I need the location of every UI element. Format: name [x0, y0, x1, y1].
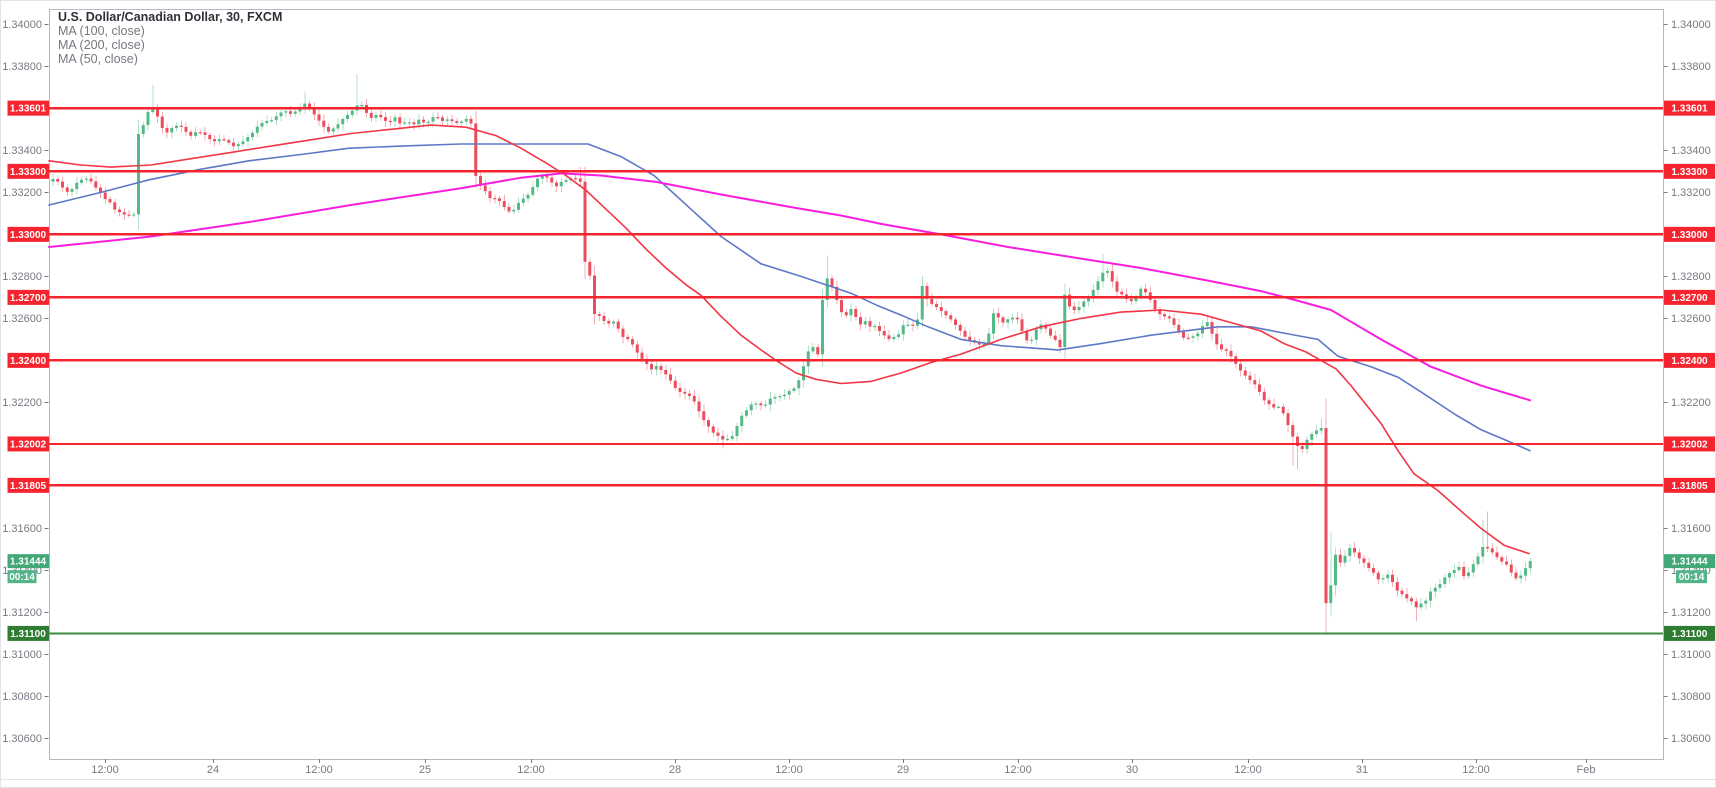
alert-line-red[interactable]: 1.32700 1.32700 [7, 289, 1716, 305]
level-label-left [7, 226, 49, 242]
svg-text:1.33300: 1.33300 [10, 167, 47, 178]
price-axis-label: 1.32600 [1671, 313, 1711, 325]
time-axis-label: 28 [669, 764, 681, 776]
price-axis-label: 1.33200 [1671, 187, 1711, 199]
svg-text:1.32400: 1.32400 [10, 356, 47, 367]
price-axis-label: 1.32600 [2, 313, 42, 325]
level-label-right [1664, 477, 1715, 493]
price-axis-label: 1.31000 [1671, 649, 1711, 661]
level-label-right [1664, 436, 1715, 452]
ma-200-line [48, 172, 1531, 402]
time-axis-label: 24 [207, 764, 219, 776]
svg-text:1.33000: 1.33000 [1671, 230, 1708, 241]
time-axis-label: 12:00 [1462, 764, 1490, 776]
price-axis-right[interactable]: 1.34000 1.33800 1.33400 1.33200 1.32800 1.326… [1663, 19, 1711, 745]
symbol-title[interactable]: U.S. Dollar/Canadian Dollar, 30, FXCM [58, 10, 283, 24]
alert-line-red[interactable]: 1.33300 1.33300 [7, 163, 1716, 179]
level-label-left [7, 625, 49, 641]
indicator-ma-100[interactable]: MA (100, close) [58, 24, 145, 38]
level-label-right [1664, 289, 1715, 305]
price-axis-label: 1.31000 [2, 649, 42, 661]
svg-text:1.31444: 1.31444 [10, 557, 47, 568]
level-label-right [1664, 226, 1715, 242]
candlestick-series [51, 103, 1532, 608]
svg-text:00:14: 00:14 [1679, 572, 1705, 583]
level-label-left [7, 289, 49, 305]
last-price-label: 1.31444 1.31444 [7, 554, 1715, 569]
price-axis-label: 1.32800 [2, 271, 42, 283]
price-axis-label: 1.32800 [1671, 271, 1711, 283]
svg-text:1.31805: 1.31805 [10, 481, 47, 492]
price-axis-label: 1.30800 [2, 691, 42, 703]
svg-text:1.33000: 1.33000 [10, 230, 47, 241]
ma-100-line [48, 143, 1531, 452]
price-axis-label: 1.32200 [2, 397, 42, 409]
chart-legend: U.S. Dollar/Canadian Dollar, 30, FXCM MA… [58, 10, 282, 66]
svg-text:1.33601: 1.33601 [1671, 104, 1708, 115]
price-axis-label: 1.34000 [2, 19, 42, 31]
bar-countdown-label: 00:14 00:14 [7, 570, 1707, 584]
svg-text:1.32400: 1.32400 [1671, 356, 1708, 367]
time-axis-label: 12:00 [91, 764, 119, 776]
svg-text:1.31805: 1.31805 [1671, 481, 1708, 492]
alert-line-red[interactable]: 1.33000 1.33000 [7, 226, 1716, 242]
svg-text:1.31100: 1.31100 [1672, 629, 1708, 640]
level-label-right [1664, 100, 1715, 116]
price-axis-label: 1.34000 [1671, 19, 1711, 31]
time-axis-label: 25 [419, 764, 431, 776]
time-axis-label: 12:00 [775, 764, 803, 776]
alert-line-red[interactable]: 1.32400 1.32400 [7, 352, 1716, 368]
level-label-left [7, 477, 49, 493]
alert-line-red[interactable]: 1.33601 1.33601 [7, 100, 1716, 116]
price-axis-label: 1.31600 [1671, 523, 1711, 535]
time-axis-label: 31 [1356, 764, 1368, 776]
price-axis-label: 1.33800 [1671, 61, 1711, 73]
price-axis-label: 1.30600 [2, 733, 42, 745]
level-label-left [7, 436, 49, 452]
time-axis[interactable]: 12:00 24 12:00 25 12:00 28 12:00 29 12:00 30 12:00… [91, 759, 1595, 776]
price-axis-label: 1.30800 [1671, 691, 1711, 703]
price-axis-label: 1.33400 [1671, 145, 1711, 157]
indicator-ma-50[interactable]: MA (50, close) [58, 52, 138, 66]
ma-50-line [48, 124, 1530, 555]
price-axis-label: 1.33800 [2, 61, 42, 73]
price-axis-label: 1.33400 [2, 145, 42, 157]
price-axis-label: 1.30600 [1671, 733, 1711, 745]
level-label-right [1664, 352, 1715, 368]
indicator-ma-200[interactable]: MA (200, close) [58, 38, 145, 52]
plot-border [1, 9, 1715, 780]
svg-text:1.31100: 1.31100 [10, 629, 46, 640]
alert-line-green[interactable]: 1.31100 1.31100 [7, 625, 1716, 641]
svg-text:1.32002: 1.32002 [10, 439, 47, 450]
level-label-right [1664, 625, 1715, 641]
time-axis-label: 12:00 [305, 764, 333, 776]
price-axis-label: 1.32200 [1671, 397, 1711, 409]
time-axis-label: 29 [897, 764, 909, 776]
svg-text:1.32002: 1.32002 [1671, 439, 1708, 450]
price-axis-label: 1.33200 [2, 187, 42, 199]
price-axis-label: 1.31600 [2, 523, 42, 535]
svg-text:1.33601: 1.33601 [10, 104, 47, 115]
level-label-left [7, 100, 49, 116]
alert-line-red[interactable]: 1.31805 1.31805 [7, 477, 1716, 493]
time-axis-label: 30 [1126, 764, 1138, 776]
time-axis-label: 12:00 [1004, 764, 1032, 776]
level-label-left [7, 352, 49, 368]
svg-text:1.31444: 1.31444 [1671, 557, 1708, 568]
level-label-right [1664, 163, 1715, 179]
svg-text:1.32700: 1.32700 [10, 293, 47, 304]
svg-text:1.33300: 1.33300 [1671, 167, 1708, 178]
level-label-left [7, 163, 49, 179]
alert-line-red[interactable]: 1.32002 1.32002 [7, 436, 1716, 452]
candle-wicks-layer [52, 74, 1531, 635]
price-axis-label: 1.31200 [1671, 607, 1711, 619]
svg-text:00:14: 00:14 [9, 572, 35, 583]
time-axis-label: Feb [1577, 764, 1596, 776]
time-axis-label: 12:00 [517, 764, 545, 776]
time-axis-label: 12:00 [1234, 764, 1262, 776]
price-axis-label: 1.31200 [2, 607, 42, 619]
svg-text:1.32700: 1.32700 [1671, 293, 1708, 304]
